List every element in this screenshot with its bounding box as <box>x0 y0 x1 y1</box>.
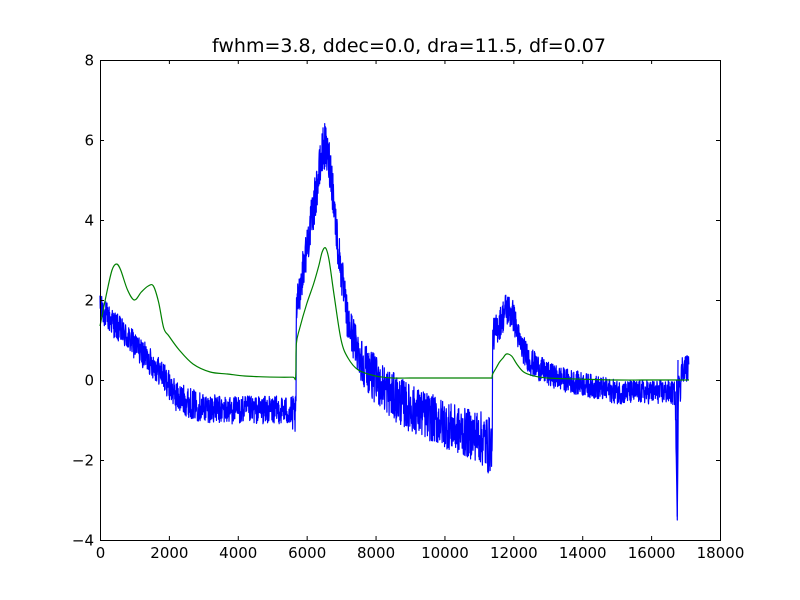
x-tick-label: 16000 <box>628 544 676 562</box>
y-axis: −4 −2 0 2 4 6 8 <box>72 52 720 550</box>
y-tick-label: 0 <box>84 372 94 390</box>
series-layer <box>99 123 690 521</box>
plot-frame <box>100 60 721 541</box>
x-tick-label: 18000 <box>697 544 745 562</box>
x-tick-label: 2000 <box>150 544 188 562</box>
x-tick-label: 6000 <box>288 544 326 562</box>
x-axis: 0 2000 4000 6000 8000 10000 12000 14000 16000 180… <box>96 60 745 562</box>
y-tick-label: −4 <box>72 532 94 550</box>
y-tick-label: 2 <box>84 292 94 310</box>
y-tick-label: 4 <box>84 212 94 230</box>
x-tick-label: 12000 <box>490 544 538 562</box>
series-0-dip <box>676 359 679 521</box>
x-tick-label: 8000 <box>357 544 395 562</box>
x-tick-label: 10000 <box>421 544 469 562</box>
y-tick-label: 6 <box>84 132 94 150</box>
series-1-line <box>99 247 689 381</box>
x-tick-label: 4000 <box>219 544 257 562</box>
x-tick-label: 0 <box>96 544 106 562</box>
x-tick-label: 14000 <box>559 544 607 562</box>
chart-title: fwhm=3.8, ddec=0.0, dra=11.5, df=0.07 <box>212 35 606 57</box>
y-tick-label: −2 <box>72 452 94 470</box>
y-tick-label: 8 <box>84 52 94 70</box>
series-0-line <box>99 123 690 517</box>
